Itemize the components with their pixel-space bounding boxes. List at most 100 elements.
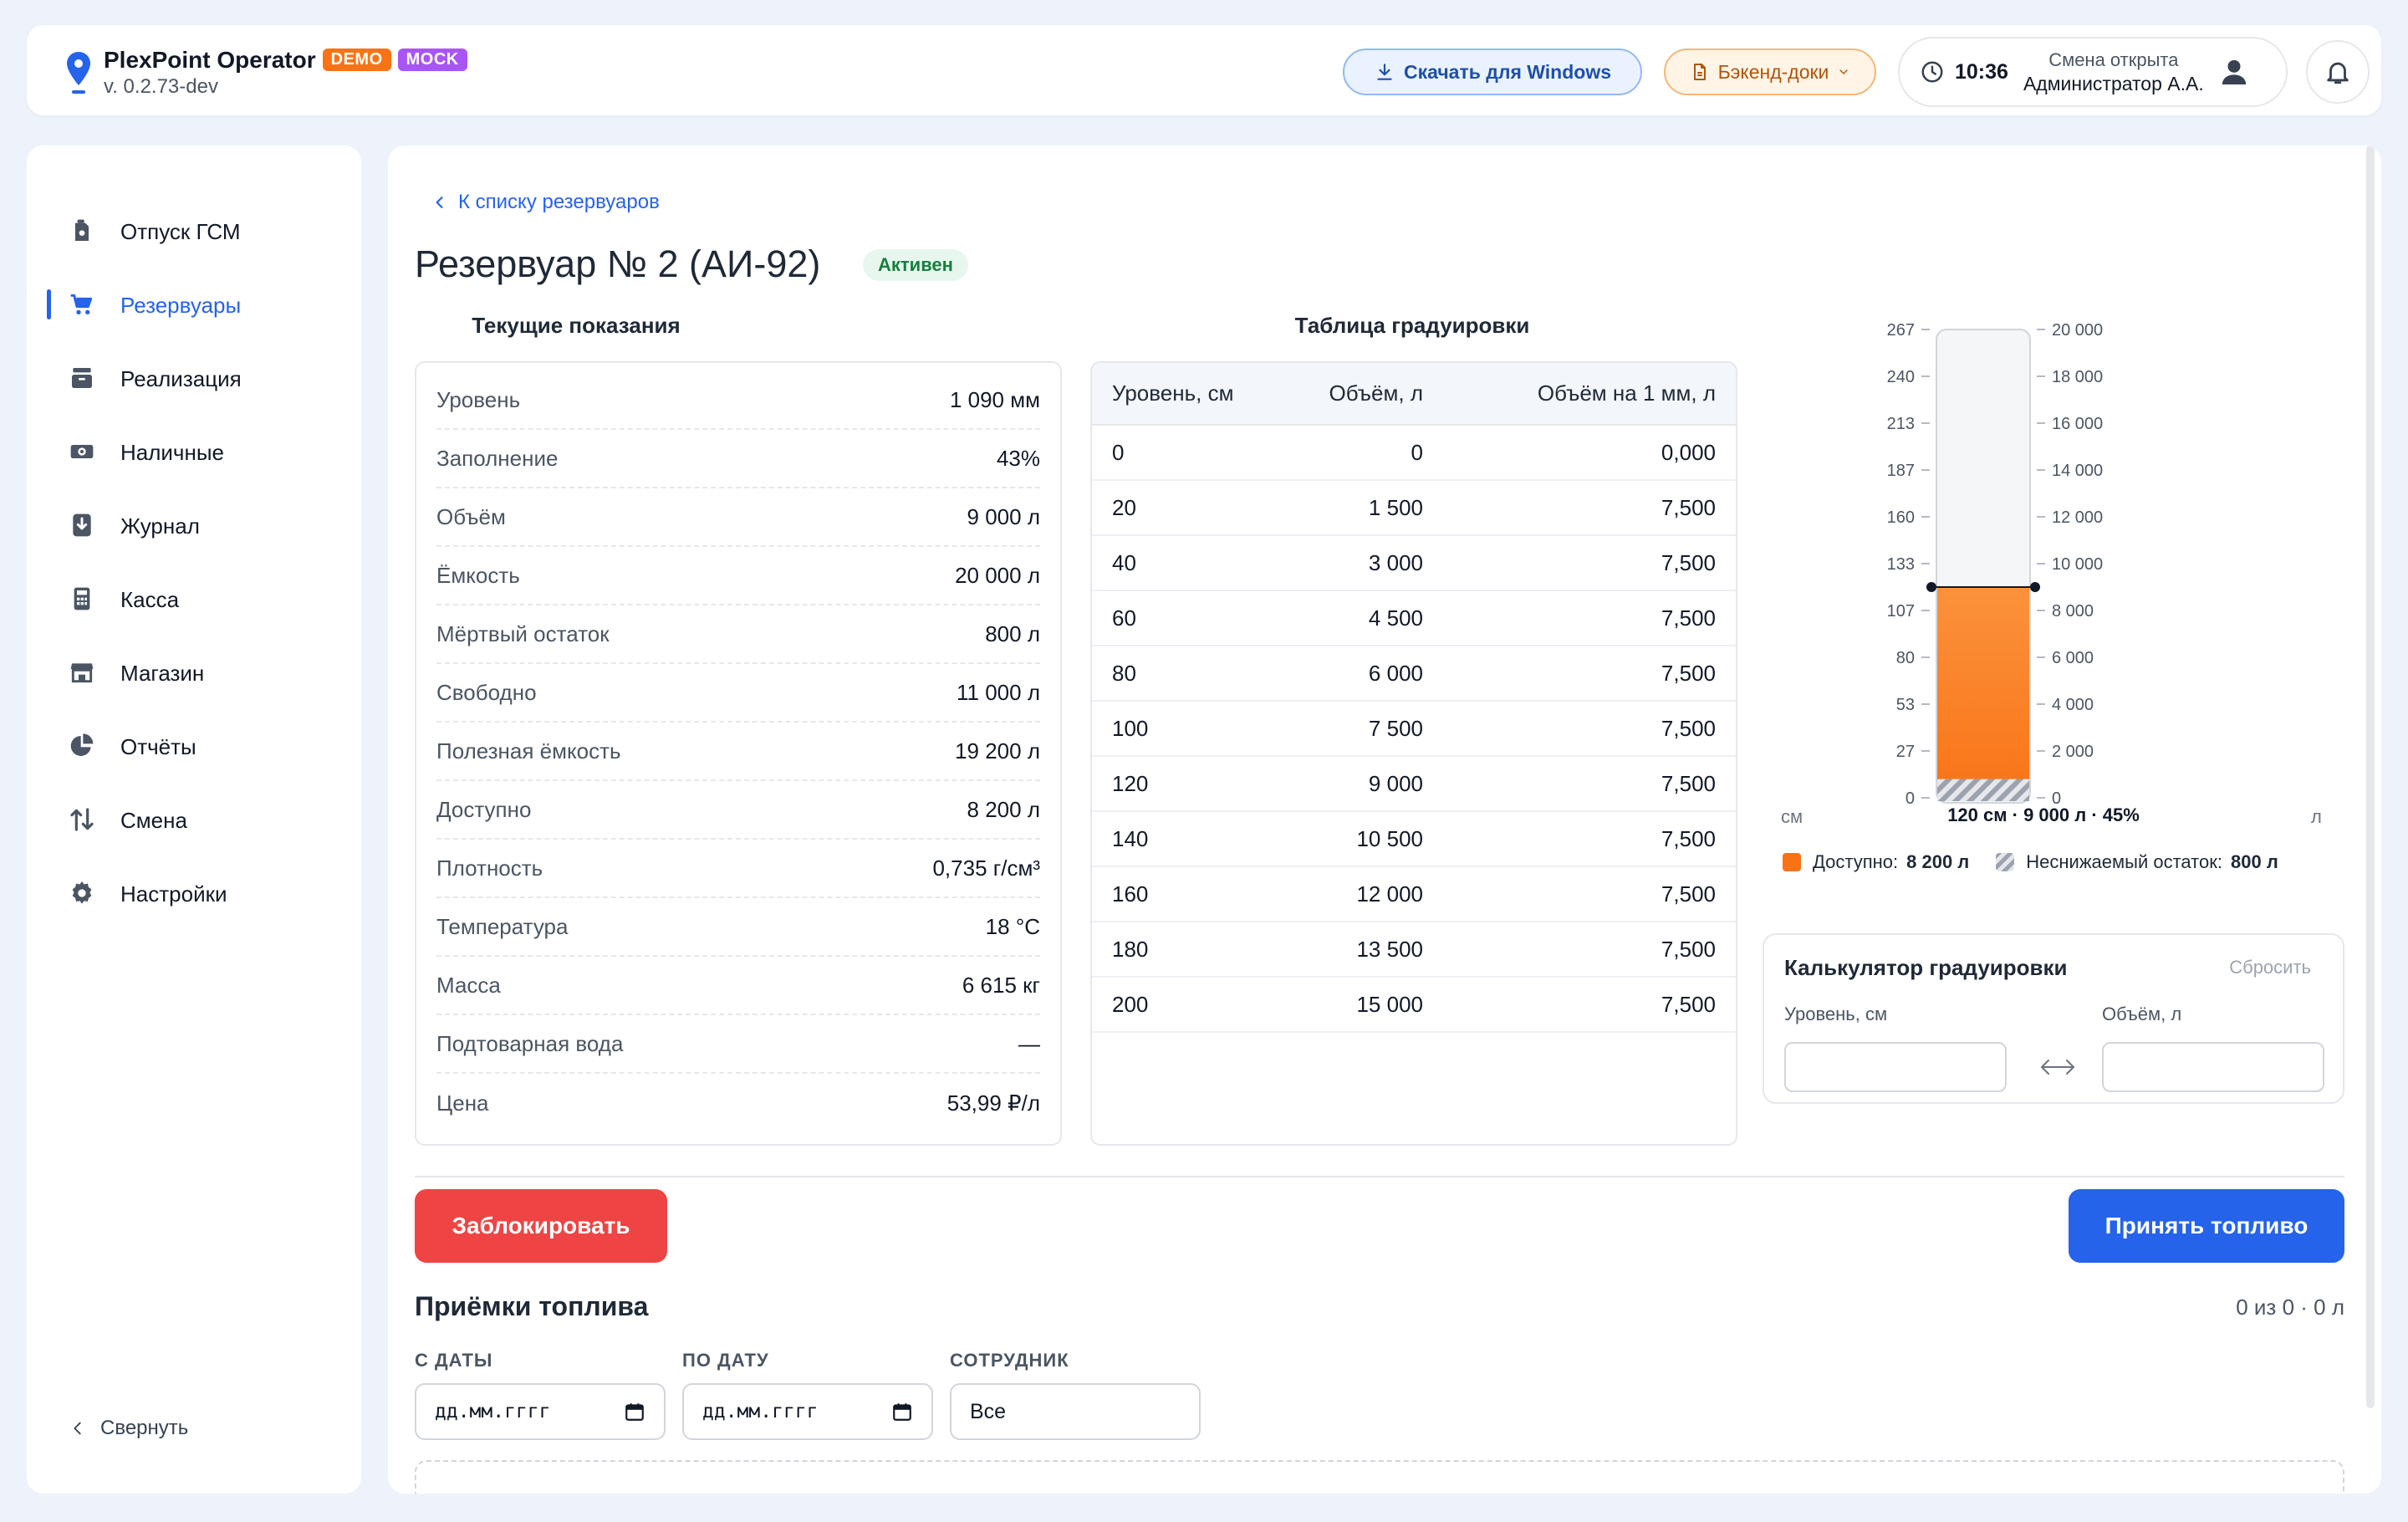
table-row: 60 4 500 7,500 — [1092, 590, 1736, 646]
sidebar-item-label: Резервуары — [120, 293, 242, 318]
app-name: PlexPoint Operator DEMO MOCK — [104, 47, 467, 74]
gauge-fuel-fill — [1937, 587, 2029, 801]
filter-to-label: ПО ДАТУ — [682, 1350, 769, 1371]
shift-status-box[interactable]: 10:36 Смена открыта Администратор А.А. — [1898, 37, 2288, 107]
gauge-tick-label-l: 14 000 — [2052, 462, 2103, 480]
date-placeholder: дд.мм.гггг — [435, 1401, 551, 1422]
legend-available-value: 8 200 л — [1906, 851, 1970, 872]
cell-volume: 13 500 — [1276, 922, 1443, 978]
calculator-reset-button[interactable]: Сбросить — [2229, 957, 2311, 978]
accept-fuel-button[interactable]: Принять топливо — [2069, 1189, 2344, 1263]
cell-level: 60 — [1092, 590, 1276, 646]
cash-icon — [70, 445, 94, 458]
gauge-tick-label-l: 16 000 — [2052, 415, 2103, 433]
reading-label: Доступно — [436, 796, 532, 822]
cell-volume-per-mm: 7,500 — [1443, 866, 1736, 922]
current-time: 10:36 — [1955, 59, 2008, 84]
backend-docs-button[interactable]: Бэкенд-доки — [1664, 49, 1876, 95]
sidebar-item-sales[interactable]: Реализация — [27, 351, 361, 405]
sidebar-item-fuel-dispense[interactable]: Отпуск ГСМ — [27, 204, 361, 258]
reading-label: Свободно — [436, 679, 537, 705]
bell-icon — [2327, 62, 2349, 84]
reading-row: Свободно 11 000 л — [436, 664, 1040, 723]
sidebar-item-cashbox[interactable]: Касса — [27, 572, 361, 626]
shop-icon — [70, 663, 94, 683]
filter-to-date-input[interactable]: дд.мм.гггг — [682, 1383, 933, 1440]
block-tank-button[interactable]: Заблокировать — [415, 1189, 667, 1263]
gear-icon — [72, 881, 92, 904]
back-to-tanks-link[interactable]: К списку резервуаров — [431, 191, 660, 214]
reading-row: Полезная ёмкость 19 200 л — [436, 723, 1040, 781]
cell-level: 120 — [1092, 756, 1276, 812]
sidebar-item-label: Касса — [120, 587, 180, 612]
table-row: 200 15 000 7,500 — [1092, 977, 1736, 1033]
cell-level: 20 — [1092, 480, 1276, 536]
app-name-text: PlexPoint Operator — [104, 47, 316, 73]
sidebar-item-settings[interactable]: Настройки — [27, 866, 361, 920]
cell-volume-per-mm: 7,500 — [1443, 535, 1736, 591]
filter-from-date-input[interactable]: дд.мм.гггг — [415, 1383, 666, 1440]
collapse-sidebar-button[interactable]: Свернуть — [69, 1417, 188, 1440]
fuel-can-icon — [75, 219, 89, 241]
scrollbar[interactable] — [2366, 146, 2375, 1408]
sidebar-item-shift[interactable]: Смена — [27, 793, 361, 846]
calendar-icon[interactable] — [624, 1401, 645, 1422]
reading-label: Плотность — [436, 855, 543, 881]
gauge-level-marker-left — [1926, 582, 1936, 592]
cell-level: 80 — [1092, 646, 1276, 702]
calendar-icon[interactable] — [891, 1401, 913, 1422]
reading-row: Цена 53,99 ₽/л — [436, 1074, 1040, 1132]
chevron-left-icon — [74, 1422, 81, 1435]
shift-user-name: Администратор А.А. — [2023, 73, 2204, 94]
reading-value: 6 615 кг — [962, 972, 1040, 998]
cell-volume: 9 000 — [1276, 756, 1443, 812]
gauge-tick-label-l: 4 000 — [2052, 696, 2094, 714]
cell-volume: 1 500 — [1276, 480, 1443, 536]
fuel-receipts-list — [415, 1460, 2344, 1494]
cell-volume-per-mm: 7,500 — [1443, 756, 1736, 812]
calculator-level-input[interactable] — [1784, 1042, 2007, 1092]
reading-row: Доступно 8 200 л — [436, 781, 1040, 840]
download-icon — [1377, 64, 1392, 80]
gauge-tick-label-l: 6 000 — [2052, 649, 2094, 667]
calculator-volume-input[interactable] — [2102, 1042, 2324, 1092]
sidebar-item-label: Отпуск ГСМ — [120, 219, 241, 244]
sidebar-item-reports[interactable]: Отчёты — [27, 719, 361, 773]
sidebar-item-tanks[interactable]: Резервуары — [27, 278, 361, 331]
gauge-tick-label-cm: 133 — [1887, 555, 1915, 574]
table-row: 180 13 500 7,500 — [1092, 922, 1736, 978]
download-windows-button[interactable]: Скачать для Windows — [1343, 49, 1642, 95]
sidebar-item-shop[interactable]: Магазин — [27, 646, 361, 699]
gauge-unit-cm: см — [1781, 806, 1803, 827]
gauge-tick-label-cm: 240 — [1887, 368, 1915, 386]
status-badge: Активен — [863, 249, 968, 281]
demo-badge: DEMO — [322, 49, 391, 71]
gauge-tick-label-l: 8 000 — [2052, 602, 2094, 621]
gauge-tick-label-l: 12 000 — [2052, 508, 2103, 527]
reading-value: 1 090 мм — [949, 386, 1040, 412]
sidebar-item-cash[interactable]: Наличные — [27, 425, 361, 478]
filter-employee-select[interactable]: Все — [950, 1383, 1201, 1440]
reading-value: 43% — [996, 445, 1040, 471]
reading-label: Масса — [436, 972, 501, 998]
clock-icon — [1921, 61, 1943, 83]
reading-value: 11 000 л — [957, 679, 1040, 705]
notifications-button[interactable] — [2306, 40, 2370, 104]
table-row: 120 9 000 7,500 — [1092, 756, 1736, 812]
cell-volume: 12 000 — [1276, 866, 1443, 922]
legend-available-swatch — [1783, 853, 1801, 871]
calculator-title: Калькулятор градуировки — [1784, 955, 2068, 980]
gauge-tick-label-cm: 53 — [1896, 696, 1915, 714]
tank-level-gauge: 0 27 53 80 107 133 160 187 213 240 267 0 2 000 4 000… — [1887, 321, 2104, 808]
cell-volume: 4 500 — [1276, 590, 1443, 646]
gauge-tick-label-cm: 0 — [1905, 789, 1915, 808]
legend-dead-stock-label: Неснижаемый остаток: — [2026, 851, 2222, 872]
sidebar-item-journal[interactable]: Журнал — [27, 498, 361, 552]
gauge-tick-label-cm: 213 — [1887, 415, 1915, 433]
gauge-caption: 120 см · 9 000 л · 45% — [1947, 804, 2140, 825]
reading-label: Ёмкость — [436, 562, 520, 588]
table-row: 0 0 0,000 — [1092, 425, 1736, 481]
sidebar: Отпуск ГСМ Резервуары Реализация Наличны… — [27, 146, 361, 1494]
reading-value: 53,99 ₽/л — [946, 1090, 1040, 1116]
legend-available-label: Доступно: — [1813, 851, 1899, 872]
